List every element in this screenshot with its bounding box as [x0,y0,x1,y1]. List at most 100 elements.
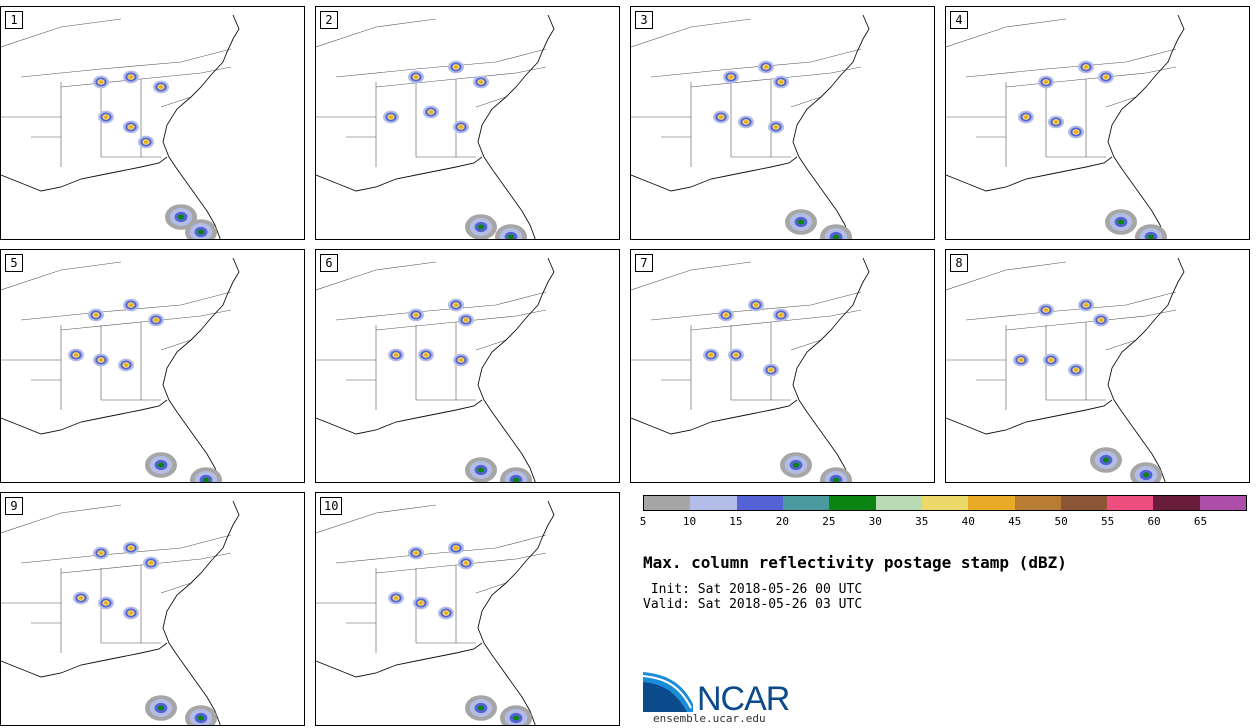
gulf-coastline [946,399,1113,435]
colorbar-swatch [1107,496,1154,510]
map-svg [1,14,240,239]
colorbar-swatch [1014,496,1061,510]
map-svg [946,257,1185,482]
reflectivity-cell [1105,209,1137,235]
reflectivity-cell [458,556,474,570]
colorbar-swatch [1153,496,1200,510]
reflectivity-cell [388,348,404,362]
reflectivity-cell [1135,224,1167,239]
state-boundary [650,291,862,321]
reflectivity-cell [820,224,852,239]
reflectivity-cell [1038,303,1054,317]
panel-label: 10 [320,497,343,515]
state-boundary [475,96,507,108]
panel-label: 6 [320,254,338,272]
reflectivity-cell [153,80,169,94]
gulf-coastline [1,399,168,435]
ncar-logo-icon [643,672,693,712]
state-boundary [1005,309,1177,331]
atlantic-coastline [792,14,870,239]
gulf-coastline [316,399,483,435]
reflectivity-cell [785,209,817,235]
reflectivity-cell [500,705,532,725]
reflectivity-cell [1048,115,1064,129]
forecast-panel-1: 1 [0,6,305,240]
state-boundary [20,48,232,78]
state-boundary [60,66,232,88]
atlantic-coastline [162,257,240,482]
reflectivity-cell [448,298,464,312]
reflectivity-cell [408,70,424,84]
map-svg [631,257,870,482]
colorbar-tick-label: 45 [1008,515,1022,528]
reflectivity-cell [1130,462,1162,482]
state-boundary [965,48,1177,78]
colorbar-tick-label: 50 [1054,515,1068,528]
gulf-coastline [1,156,168,192]
state-boundary [1,18,122,48]
reflectivity-cell [1043,353,1059,367]
reflectivity-cell [123,298,139,312]
reflectivity-cell [138,135,154,149]
forecast-panel-4: 4 [945,6,1250,240]
state-boundary [790,96,822,108]
colorbar-swatch [782,496,830,510]
atlantic-coastline [477,14,555,239]
logo-text: NCAR [697,680,790,718]
map-svg [631,14,870,239]
reflectivity-cell [500,467,532,482]
reflectivity-cell [418,348,434,362]
gulf-coastline [316,642,483,678]
colorbar-tick-label: 35 [915,515,929,528]
reflectivity-cell [118,358,134,372]
reflectivity-cell [723,70,739,84]
panel-label: 8 [950,254,968,272]
colorbar-swatch [690,496,737,510]
state-boundary [160,339,192,351]
map-svg [316,14,555,239]
init-time: Init: Sat 2018-05-26 00 UTC [643,582,863,597]
state-boundary [946,261,1067,291]
panel-label: 1 [5,11,23,29]
state-boundary [1105,96,1137,108]
reflectivity-cell [773,308,789,322]
reflectivity-cell [1038,75,1054,89]
reflectivity-cell [448,541,464,555]
reflectivity-cell [423,105,439,119]
panel-label: 9 [5,497,23,515]
reflectivity-cell [718,308,734,322]
reflectivity-cell [458,313,474,327]
state-boundary [1105,339,1137,351]
reflectivity-cell [1078,60,1094,74]
colorbar-tick-label: 65 [1193,515,1208,528]
reflectivity-cell [73,591,89,605]
state-boundary [475,339,507,351]
atlantic-coastline [1107,14,1185,239]
colorbar-swatch [829,496,876,510]
reflectivity-cell [145,452,177,478]
gulf-coastline [316,156,483,192]
source-url[interactable]: ensemble.ucar.edu [653,712,766,725]
colorbar-tick-label: 60 [1147,515,1161,528]
page-title: Max. column reflectivity postage stamp (… [643,553,1067,572]
reflectivity-cell [495,224,527,239]
colorbar-tick-label: 10 [682,515,697,528]
reflectivity-cell [145,695,177,721]
colorbar-swatch [1060,496,1108,510]
state-boundary [650,48,862,78]
reflectivity-cell [190,467,222,482]
reflectivity-cell [383,110,399,124]
reflectivity-cell [143,556,159,570]
atlantic-coastline [792,257,870,482]
reflectivity-cell [123,606,139,620]
reflectivity-cell [465,214,497,239]
reflectivity-cell [148,313,164,327]
colorbar-swatch [875,496,922,510]
panel-label: 3 [635,11,653,29]
panel-label: 5 [5,254,23,272]
reflectivity-cell [448,60,464,74]
state-boundary [60,309,232,331]
state-boundary [20,534,232,564]
state-boundary [160,582,192,594]
atlantic-coastline [162,14,240,239]
